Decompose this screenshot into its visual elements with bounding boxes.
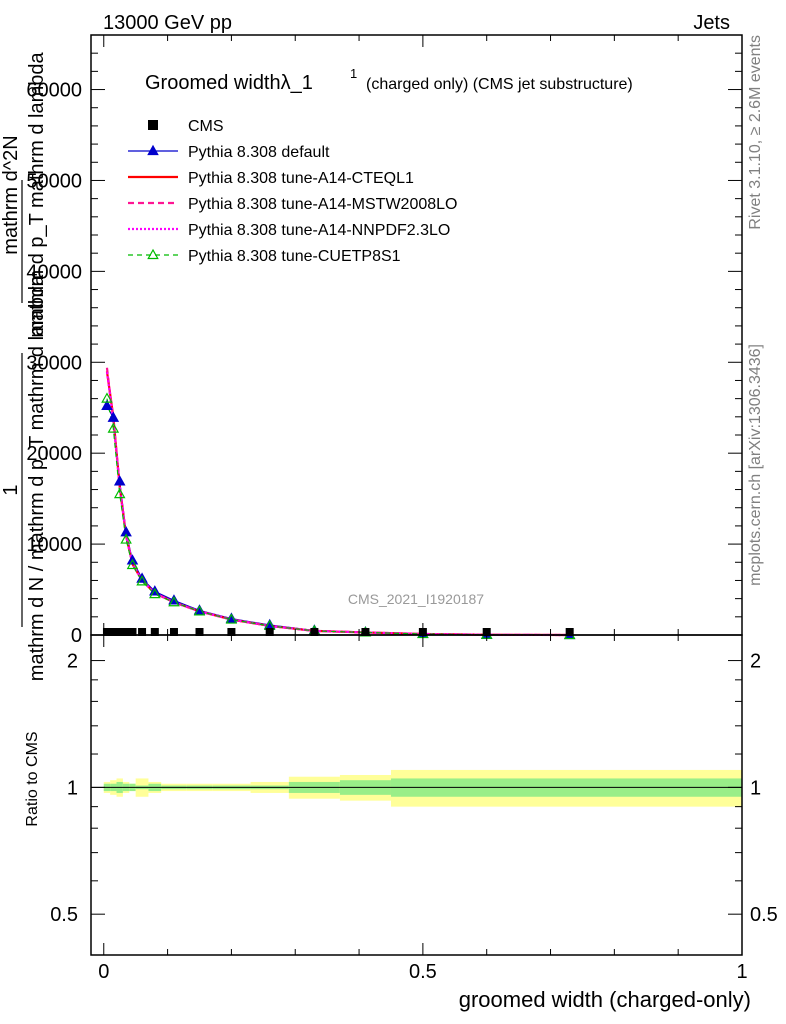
series-line-cuetp — [106, 398, 570, 636]
legend-entry: Pythia 8.308 tune-A14-CTEQL1 — [128, 170, 414, 187]
y-label-numerator: 1 — [0, 484, 22, 495]
y-label-inner-numerator: mathrm d^2N — [0, 135, 22, 254]
plot-title-superscript: 1 — [350, 66, 357, 81]
axis-ticks — [91, 34, 743, 955]
main-y-tick-label: 10000 — [26, 534, 82, 556]
main-y-tick-label: 30000 — [26, 352, 82, 374]
cms-point — [361, 628, 370, 636]
series-point-cuetp — [149, 587, 161, 599]
cms-point — [169, 628, 178, 636]
mcplots-label: mcplots.cern.ch [arXiv:1306.3436] — [747, 344, 764, 586]
main-y-tick-label: 0 — [71, 625, 82, 647]
series-point-cuetp — [101, 392, 113, 403]
ratio-y-tick-label: 2 — [67, 651, 78, 673]
cms-point — [128, 628, 137, 636]
x-axis-label: groomed width (charged-only) — [459, 987, 751, 1012]
cms-point — [565, 628, 574, 636]
plot-title: Groomed widthλ_1 1 (charged only) (CMS j… — [145, 66, 633, 94]
analysis-watermark: CMS_2021_I1920187 — [348, 591, 484, 607]
series-line-mstw — [105, 367, 570, 637]
series-point-cuetp — [168, 596, 180, 607]
ratio-uncertainty-band — [103, 769, 742, 807]
cms-point — [265, 628, 274, 636]
cms-point — [138, 628, 147, 636]
rivet-version-label: Rivet 3.1.10, ≥ 2.6M events — [747, 35, 764, 230]
legend-label: Pythia 8.308 tune-A14-NNPDF2.3LO — [188, 222, 450, 239]
main-series-lines — [105, 367, 570, 637]
main-y-tick-labels: 0 10000 20000 30000 40000 50000 60000 — [26, 80, 82, 647]
legend-entry: Pythia 8.308 tune-CUETP8S1 — [128, 248, 401, 265]
main-y-tick-label: 60000 — [26, 80, 82, 102]
series-point-cuetp — [136, 575, 148, 586]
x-tick-label: 0 — [98, 961, 109, 983]
legend-marker-cms — [148, 120, 158, 130]
series-point-cuetp — [120, 533, 132, 544]
y-label-inner-denominator: mathrm d p_T mathrm d lambda — [26, 51, 48, 337]
legend-label: Pythia 8.308 tune-CUETP8S1 — [188, 248, 401, 265]
cms-point — [122, 628, 131, 636]
plot-title-main: Groomed widthλ_1 — [145, 72, 313, 94]
header-left: 13000 GeV pp — [103, 12, 232, 34]
main-y-tick-label: 40000 — [26, 261, 82, 283]
series-point-cuetp — [225, 613, 238, 624]
y-label-denominator: mathrm d N / mathrm d p_T mathrm d lambd… — [26, 274, 48, 681]
series-line-cteql1 — [105, 371, 570, 637]
legend-marker-cuetp — [147, 248, 159, 260]
x-tick-label: 1 — [736, 961, 747, 983]
ratio-y-tick-label-right: 0.5 — [750, 904, 778, 926]
ratio-y-tick-label-right: 1 — [750, 777, 761, 799]
series-line-nnpdf — [105, 372, 570, 637]
series-point-cuetp — [193, 605, 206, 616]
cms-point — [102, 628, 111, 636]
legend-label: Pythia 8.308 tune-A14-MSTW2008LO — [188, 196, 457, 213]
legend-label: Pythia 8.308 tune-A14-CTEQL1 — [188, 170, 414, 187]
legend-entry: Pythia 8.308 default — [128, 144, 330, 161]
header-right: Jets — [693, 12, 730, 34]
main-y-tick-label: 20000 — [26, 443, 82, 465]
main-series-markers — [101, 392, 576, 640]
main-y-tick-label: 50000 — [26, 170, 82, 192]
ratio-y-tick-label: 1 — [67, 777, 78, 799]
cms-point — [109, 628, 118, 636]
ratio-y-tick-labels: 0.5 1 2 0.5 1 2 — [50, 651, 778, 927]
cms-point — [150, 628, 159, 636]
ratio-frame — [90, 634, 743, 956]
legend-label: Pythia 8.308 default — [188, 144, 330, 161]
cms-point — [115, 628, 124, 636]
legend-entry: Pythia 8.308 tune-A14-MSTW2008LO — [128, 196, 457, 213]
legend-label: CMS — [188, 118, 224, 135]
legend-entry: CMS — [148, 118, 224, 135]
legend-entry: Pythia 8.308 tune-A14-NNPDF2.3LO — [128, 222, 450, 239]
cms-point — [310, 628, 319, 636]
ratio-y-tick-label-right: 2 — [750, 651, 761, 673]
ratio-y-tick-label: 0.5 — [50, 904, 78, 926]
plot-title-suffix: (charged only) (CMS jet substructure) — [366, 76, 633, 93]
series-point-default — [101, 399, 113, 411]
x-tick-label: 0.5 — [409, 961, 437, 983]
ratio-y-axis-label: Ratio to CMS — [24, 731, 41, 826]
legend-marker-default — [147, 144, 159, 156]
main-y-axis-label: 1 mathrm d N / mathrm d p_T mathrm d lam… — [0, 51, 48, 681]
series-point-cuetp — [126, 558, 139, 570]
cms-point — [195, 628, 204, 636]
series-point-default — [113, 475, 126, 486]
x-tick-labels: 0 0.5 1 — [98, 961, 747, 983]
series-point-cuetp — [107, 422, 120, 433]
series-point-cuetp — [113, 487, 126, 499]
legend: CMS Pythia 8.308 default Pythia 8.308 tu… — [128, 118, 457, 265]
series-point-default — [107, 411, 120, 422]
